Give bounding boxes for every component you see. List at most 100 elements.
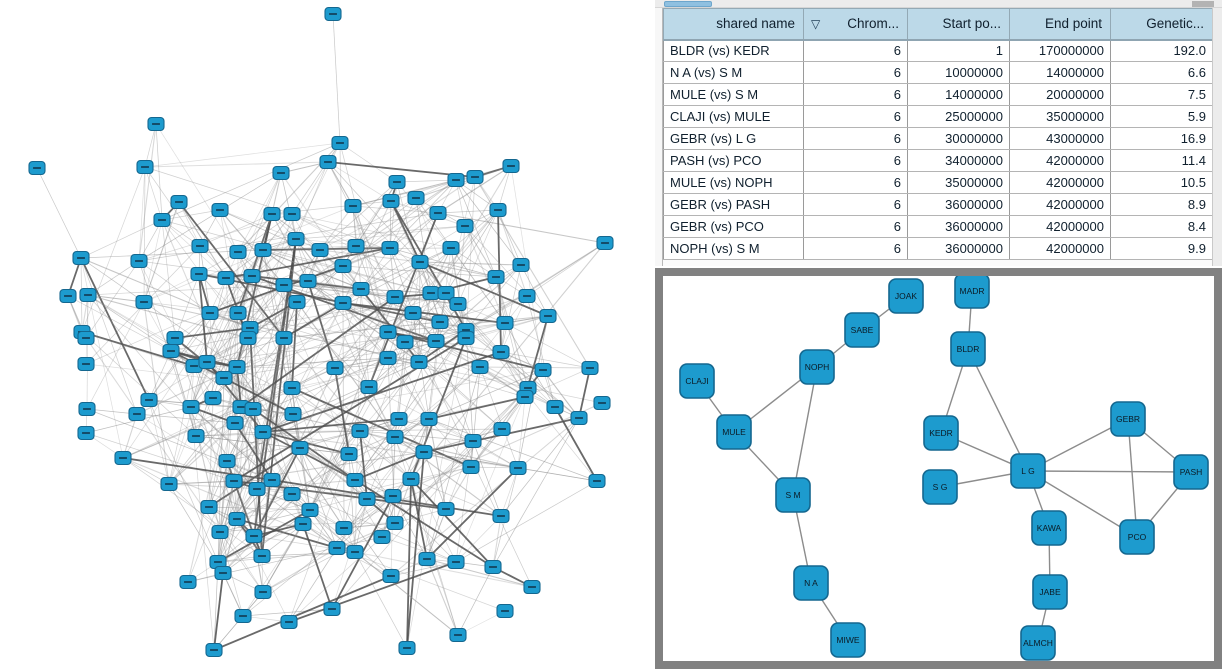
network-node[interactable]	[239, 330, 257, 346]
cell-start[interactable]: 25000000	[907, 105, 1010, 128]
network-node[interactable]	[217, 270, 235, 286]
network-node[interactable]	[407, 190, 425, 206]
network-node[interactable]	[344, 198, 362, 214]
network-node[interactable]: S G	[922, 469, 958, 505]
cell-chrom[interactable]: 6	[803, 83, 908, 106]
network-node[interactable]	[431, 314, 449, 330]
network-node[interactable]: PCO	[1119, 519, 1155, 555]
table-row[interactable]: GEBR (vs) PASH 6 36000000 42000000 8.9	[663, 193, 1213, 216]
network-node[interactable]	[114, 450, 132, 466]
network-node[interactable]	[523, 579, 541, 595]
network-node[interactable]: KAWA	[1031, 510, 1067, 546]
cell-start[interactable]: 1	[907, 39, 1010, 62]
network-node[interactable]: S M	[775, 477, 811, 513]
network-node[interactable]	[518, 288, 536, 304]
network-node[interactable]	[254, 584, 272, 600]
network-node[interactable]	[484, 559, 502, 575]
network-node[interactable]	[215, 370, 233, 386]
network-node[interactable]	[280, 614, 298, 630]
network-node[interactable]	[447, 172, 465, 188]
cell-genetic[interactable]: 8.4	[1110, 215, 1213, 238]
network-node[interactable]	[331, 135, 349, 151]
network-node[interactable]	[234, 608, 252, 624]
network-node[interactable]	[546, 399, 564, 415]
cell-chrom[interactable]: 6	[803, 149, 908, 172]
network-node[interactable]	[135, 294, 153, 310]
column-header-end-point[interactable]: End point	[1009, 8, 1111, 41]
cell-end[interactable]: 42000000	[1009, 171, 1111, 194]
network-node[interactable]	[415, 444, 433, 460]
column-header-genetic[interactable]: Genetic...	[1110, 8, 1213, 41]
network-node[interactable]	[437, 501, 455, 517]
network-node[interactable]	[404, 305, 422, 321]
cell-start[interactable]: 36000000	[907, 215, 1010, 238]
network-node[interactable]	[187, 428, 205, 444]
cell-chrom[interactable]: 6	[803, 193, 908, 216]
cell-end[interactable]: 14000000	[1009, 61, 1111, 84]
network-node[interactable]	[492, 508, 510, 524]
network-node[interactable]	[130, 253, 148, 269]
network-node[interactable]	[28, 160, 46, 176]
network-node[interactable]	[72, 250, 90, 266]
network-node[interactable]	[398, 640, 416, 656]
network-node[interactable]	[319, 154, 337, 170]
network-node[interactable]	[324, 6, 342, 22]
network-node[interactable]: GEBR	[1110, 401, 1146, 437]
cell-end[interactable]: 42000000	[1009, 237, 1111, 260]
network-node[interactable]	[464, 433, 482, 449]
network-node[interactable]	[381, 240, 399, 256]
network-node[interactable]	[211, 202, 229, 218]
network-node[interactable]	[492, 344, 510, 360]
network-node[interactable]	[160, 476, 178, 492]
network-node[interactable]	[77, 356, 95, 372]
network-node[interactable]	[386, 289, 404, 305]
network-node[interactable]	[229, 244, 247, 260]
network-node[interactable]	[388, 174, 406, 190]
cell-end[interactable]: 20000000	[1009, 83, 1111, 106]
network-node[interactable]	[386, 515, 404, 531]
network-node[interactable]	[284, 406, 302, 422]
cell-end[interactable]: 42000000	[1009, 149, 1111, 172]
table-row[interactable]: MULE (vs) NOPH 6 35000000 42000000 10.5	[663, 171, 1213, 194]
network-node[interactable]	[248, 481, 266, 497]
cell-shared_name[interactable]: GEBR (vs) PASH	[663, 193, 804, 216]
network-node[interactable]	[198, 354, 216, 370]
scrollbar-corner[interactable]	[1192, 1, 1214, 7]
table-row[interactable]: GEBR (vs) L G 6 30000000 43000000 16.9	[663, 127, 1213, 150]
network-node[interactable]	[516, 389, 534, 405]
cell-genetic[interactable]: 9.9	[1110, 237, 1213, 260]
network-node[interactable]	[379, 324, 397, 340]
network-node[interactable]	[489, 202, 507, 218]
network-node[interactable]	[447, 554, 465, 570]
cell-start[interactable]: 14000000	[907, 83, 1010, 106]
network-node[interactable]: MULE	[716, 414, 752, 450]
network-node[interactable]: L G	[1010, 453, 1046, 489]
network-node[interactable]	[449, 296, 467, 312]
cell-shared_name[interactable]: MULE (vs) S M	[663, 83, 804, 106]
network-node[interactable]	[596, 235, 614, 251]
network-node[interactable]	[191, 238, 209, 254]
network-node[interactable]	[244, 401, 262, 417]
network-node[interactable]	[427, 333, 445, 349]
cell-start[interactable]: 30000000	[907, 127, 1010, 150]
cell-chrom[interactable]: 6	[803, 127, 908, 150]
network-node[interactable]	[588, 473, 606, 489]
network-node[interactable]	[299, 273, 317, 289]
network-node[interactable]	[283, 206, 301, 222]
network-node[interactable]	[351, 423, 369, 439]
network-node[interactable]	[275, 330, 293, 346]
network-node[interactable]	[254, 242, 272, 258]
network-node[interactable]	[140, 392, 158, 408]
network-node[interactable]	[382, 568, 400, 584]
cell-shared_name[interactable]: MULE (vs) NOPH	[663, 171, 804, 194]
network-node[interactable]	[225, 473, 243, 489]
main-network-canvas[interactable]	[0, 0, 655, 669]
network-node[interactable]	[166, 330, 184, 346]
network-node[interactable]	[581, 360, 599, 376]
network-node[interactable]: MADR	[954, 276, 990, 309]
network-node[interactable]	[253, 548, 271, 564]
network-node[interactable]: NOPH	[799, 349, 835, 385]
table-row[interactable]: CLAJI (vs) MULE 6 25000000 35000000 5.9	[663, 105, 1213, 128]
table-horizontal-scrollbar[interactable]	[655, 0, 1222, 8]
